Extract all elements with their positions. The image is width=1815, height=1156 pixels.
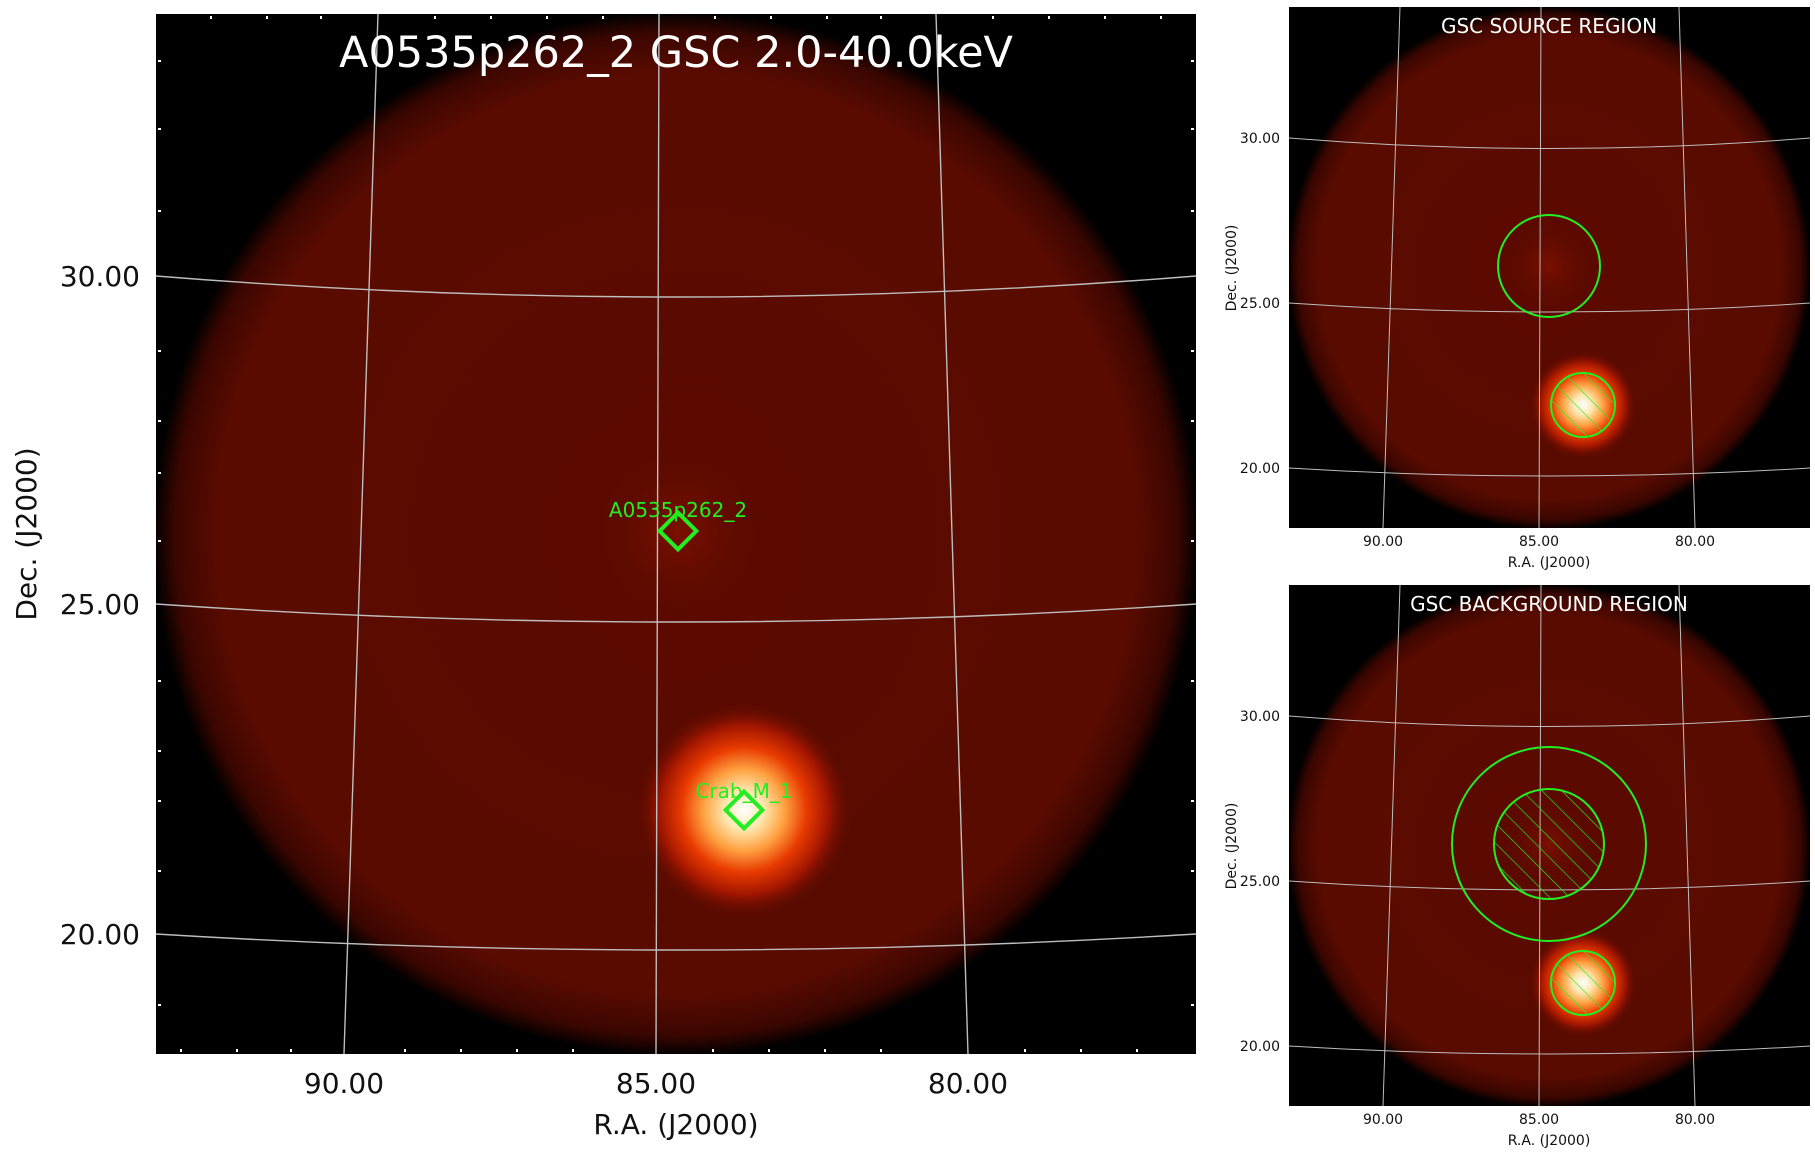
source-region-circle: [1497, 214, 1601, 318]
main-ytick-25: 25.00: [60, 588, 140, 621]
source-xtick-80: 80.00: [1675, 534, 1715, 550]
main-xtick-85: 85.00: [616, 1067, 696, 1100]
main-xtick-80: 80.00: [928, 1067, 1008, 1100]
source-panel-title: GSC SOURCE REGION: [1441, 14, 1657, 38]
main-ytick-20: 20.00: [60, 918, 140, 951]
grid-ra-90: [343, 14, 379, 1054]
source-xtick-85: 85.00: [1519, 534, 1559, 550]
main-image-panel: A0535p262_2 Crab_M_1 A0535p262_2 GSC 2.0…: [10, 14, 1196, 1141]
background-ytick-25: 25.00: [1240, 874, 1280, 890]
background-xtick-85: 85.00: [1519, 1112, 1559, 1128]
background-xtick-90: 90.00: [1363, 1112, 1403, 1128]
grid-dec-20: [156, 933, 1196, 951]
grid-ra-80: [935, 14, 969, 1054]
grid-dec-30: [156, 275, 1196, 298]
source-region-svg: GSC SOURCE REGION 30.00 25.00 20.00 90.0…: [1224, 7, 1810, 571]
background-region-panel: GSC BACKGROUND REGION 30.00 25.00 20.00 …: [1210, 578, 1815, 1156]
marker-target-diamond: [656, 509, 700, 553]
source-ylabel: Dec. (J2000): [1224, 225, 1240, 312]
source-ytick-20: 20.00: [1240, 461, 1280, 477]
main-crab-glow: [636, 702, 852, 918]
source-xtick-90: 90.00: [1363, 534, 1403, 550]
source-target-glow: [1504, 221, 1594, 311]
main-ytick-30: 30.00: [60, 260, 140, 293]
background-ytick-20: 20.00: [1240, 1039, 1280, 1055]
background-crab-exclusion-circle: [1550, 950, 1616, 1016]
source-crab-exclusion-circle: [1550, 372, 1616, 438]
main-coordinate-grid: [156, 14, 1196, 1054]
source-coordinate-grid: [1289, 7, 1810, 528]
main-xtick-90: 90.00: [304, 1067, 384, 1100]
marker-target-label: A0535p262_2: [609, 498, 747, 522]
marker-crab-diamond: [722, 788, 766, 832]
main-xlabel: R.A. (J2000): [593, 1108, 758, 1141]
main-border-ticks: [158, 16, 1194, 1052]
main-ylabel: Dec. (J2000): [10, 447, 43, 620]
grid-ra-85: [655, 14, 660, 1054]
source-ytick-30: 30.00: [1240, 131, 1280, 147]
main-image-svg: A0535p262_2 Crab_M_1 A0535p262_2 GSC 2.0…: [10, 14, 1196, 1141]
source-xlabel: R.A. (J2000): [1508, 555, 1591, 571]
marker-crab-label: Crab_M_1: [695, 779, 792, 803]
background-panel-title: GSC BACKGROUND REGION: [1410, 592, 1688, 616]
background-xtick-80: 80.00: [1675, 1112, 1715, 1128]
background-ylabel: Dec. (J2000): [1224, 803, 1240, 890]
source-region-panel: GSC SOURCE REGION 30.00 25.00 20.00 90.0…: [1210, 0, 1815, 578]
main-target-glow: [588, 442, 768, 622]
background-annulus-inner-circle: [1493, 788, 1605, 900]
background-annulus-outer-circle: [1451, 746, 1647, 942]
background-xlabel: R.A. (J2000): [1508, 1133, 1591, 1149]
background-ytick-30: 30.00: [1240, 709, 1280, 725]
source-ytick-25: 25.00: [1240, 296, 1280, 312]
main-title: A0535p262_2 GSC 2.0-40.0keV: [339, 28, 1014, 78]
grid-dec-25: [156, 603, 1196, 623]
background-region-svg: GSC BACKGROUND REGION 30.00 25.00 20.00 …: [1224, 585, 1810, 1149]
